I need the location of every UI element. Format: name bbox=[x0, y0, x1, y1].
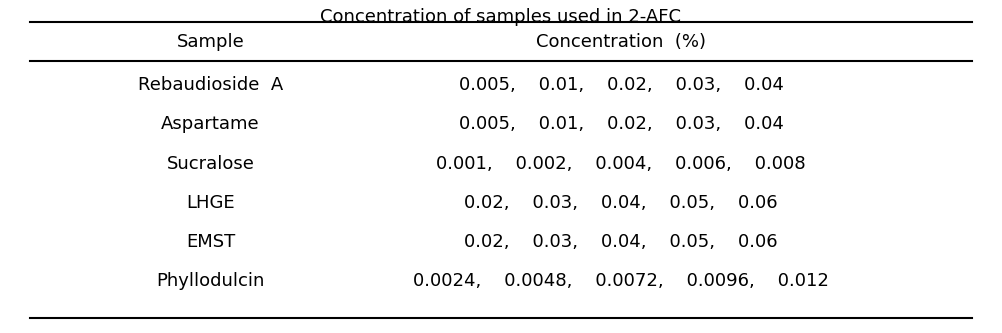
Text: Sucralose: Sucralose bbox=[166, 155, 255, 172]
Text: Concentration of samples used in 2-AFC: Concentration of samples used in 2-AFC bbox=[321, 8, 681, 26]
Text: Concentration  (%): Concentration (%) bbox=[536, 33, 706, 51]
Text: 0.005,    0.01,    0.02,    0.03,    0.04: 0.005, 0.01, 0.02, 0.03, 0.04 bbox=[459, 76, 784, 94]
Text: Aspartame: Aspartame bbox=[161, 115, 260, 133]
Text: Sample: Sample bbox=[176, 33, 244, 51]
Text: EMST: EMST bbox=[185, 233, 235, 251]
Text: 0.001,    0.002,    0.004,    0.006,    0.008: 0.001, 0.002, 0.004, 0.006, 0.008 bbox=[437, 155, 806, 172]
Text: LHGE: LHGE bbox=[186, 194, 234, 212]
Text: Rebaudioside  A: Rebaudioside A bbox=[138, 76, 283, 94]
Text: 0.005,    0.01,    0.02,    0.03,    0.04: 0.005, 0.01, 0.02, 0.03, 0.04 bbox=[459, 115, 784, 133]
Text: 0.02,    0.03,    0.04,    0.05,    0.06: 0.02, 0.03, 0.04, 0.05, 0.06 bbox=[465, 233, 778, 251]
Text: Phyllodulcin: Phyllodulcin bbox=[156, 272, 265, 290]
Text: 0.0024,    0.0048,    0.0072,    0.0096,    0.012: 0.0024, 0.0048, 0.0072, 0.0096, 0.012 bbox=[413, 272, 830, 290]
Text: 0.02,    0.03,    0.04,    0.05,    0.06: 0.02, 0.03, 0.04, 0.05, 0.06 bbox=[465, 194, 778, 212]
